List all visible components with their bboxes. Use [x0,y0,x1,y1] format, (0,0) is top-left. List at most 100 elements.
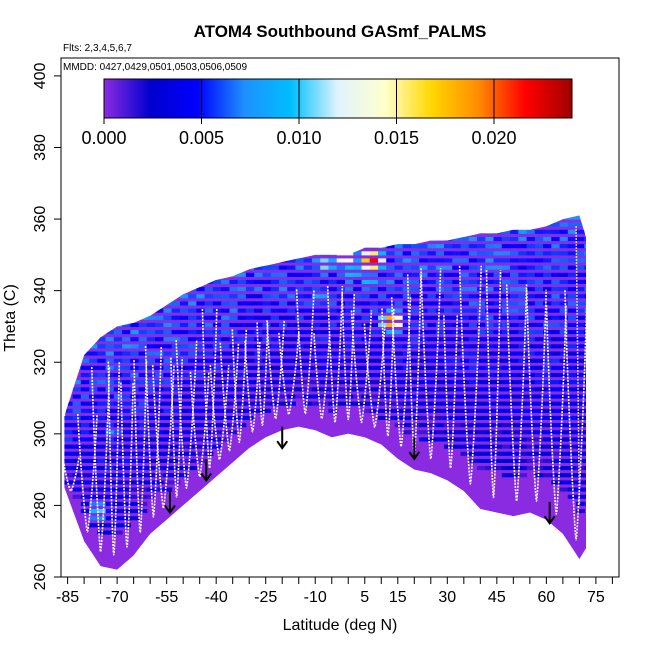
heatmap-cell [336,373,346,378]
heatmap-cell [378,287,387,292]
heatmap-cell [361,258,371,263]
heatmap-cell [311,351,321,356]
heatmap-cell [171,437,181,442]
heatmap-cell [122,444,131,449]
heatmap-cell [146,423,156,428]
heatmap-cell [278,315,288,320]
heatmap-cell [163,437,173,442]
heatmap-cell [295,272,305,277]
heatmap-cell [245,365,255,370]
heatmap-cell [485,244,495,249]
heatmap-cell [435,337,445,342]
heatmap-cell [460,330,470,335]
heatmap-cell [394,258,404,263]
heatmap-cell [64,415,74,420]
heatmap-cell [567,287,577,292]
heatmap-cell [386,244,395,249]
heatmap-cell [485,365,495,370]
heatmap-cell [303,258,313,263]
heatmap-cell [485,380,495,385]
heatmap-cell [518,437,528,442]
heatmap-cell [386,358,395,363]
heatmap-cell [543,387,552,392]
heatmap-cell [559,344,569,349]
flight-profile [107,361,121,556]
heatmap-cell [518,229,528,234]
heatmap-cell [270,351,280,356]
y-tick-label: 280 [32,492,49,519]
heatmap-cell [493,330,503,335]
heatmap-cell [204,401,214,406]
heatmap-cell [584,401,587,406]
heatmap-cell [188,444,197,449]
heatmap-cell [501,380,511,385]
heatmap-cell [452,423,462,428]
heatmap-cell [320,287,329,292]
descent-arrow [164,491,176,515]
heatmap-cell [411,294,420,299]
heatmap-cell [80,358,90,363]
heatmap-cell [254,394,263,399]
heatmap-cell [419,330,428,335]
heatmap-cell [72,494,82,499]
heatmap-cell [510,387,519,392]
heatmap-cell [460,294,470,299]
heatmap-cell [89,509,98,514]
heatmap-cell [204,444,214,449]
heatmap-cell [559,279,569,284]
heatmap-cell [435,437,445,442]
heatmap-cell [130,444,140,449]
heatmap-cell [402,351,412,356]
heatmap-cell [311,337,321,342]
heatmap-cell [576,330,585,335]
heatmap-cell [188,380,197,385]
heatmap-cell [270,380,280,385]
heatmap-cell [245,330,255,335]
heatmap-cell [468,301,478,306]
heatmap-cell [477,308,486,313]
heatmap-cell [163,394,173,399]
heatmap-cell [576,265,585,270]
heatmap-cell [146,466,156,471]
heatmap-cell [485,308,495,313]
heatmap-cell [559,322,569,327]
heatmap-cell [543,315,552,320]
heatmap-cell [138,444,148,449]
heatmap-cell [411,330,420,335]
heatmap-cell [444,322,453,327]
heatmap-cell [229,272,239,277]
heatmap-cell [493,430,503,435]
heatmap-cell [369,365,379,370]
heatmap-cell [303,344,313,349]
heatmap-cell [196,351,206,356]
heatmap-cell [501,272,511,277]
heatmap-cell [138,437,148,442]
heatmap-cell [576,322,585,327]
heatmap-cell [254,322,263,327]
heatmap-cell [435,237,445,242]
heatmap-cell [386,279,395,284]
heatmap-cell [221,365,230,370]
heatmap-cell [146,444,156,449]
heatmap-cell [378,265,387,270]
heatmap-cell [435,244,445,249]
heatmap-cell [584,380,587,385]
heatmap-cell [287,387,296,392]
heatmap-cell [361,279,371,284]
heatmap-cell [402,408,412,413]
heatmap-cell [411,301,420,306]
heatmap-cell [97,437,107,442]
heatmap-cell [526,466,536,471]
heatmap-cell [97,337,107,342]
heatmap-cell [559,415,569,420]
heatmap-cell [254,380,263,385]
heatmap-cell [320,365,329,370]
heatmap-cell [122,437,131,442]
heatmap-cell [518,330,528,335]
heatmap-cell [295,394,305,399]
heatmap-cell [534,394,544,399]
heatmap-cell [155,423,164,428]
heatmap-cell [551,272,561,277]
heatmap-cell [468,308,478,313]
heatmap-cell [444,287,453,292]
